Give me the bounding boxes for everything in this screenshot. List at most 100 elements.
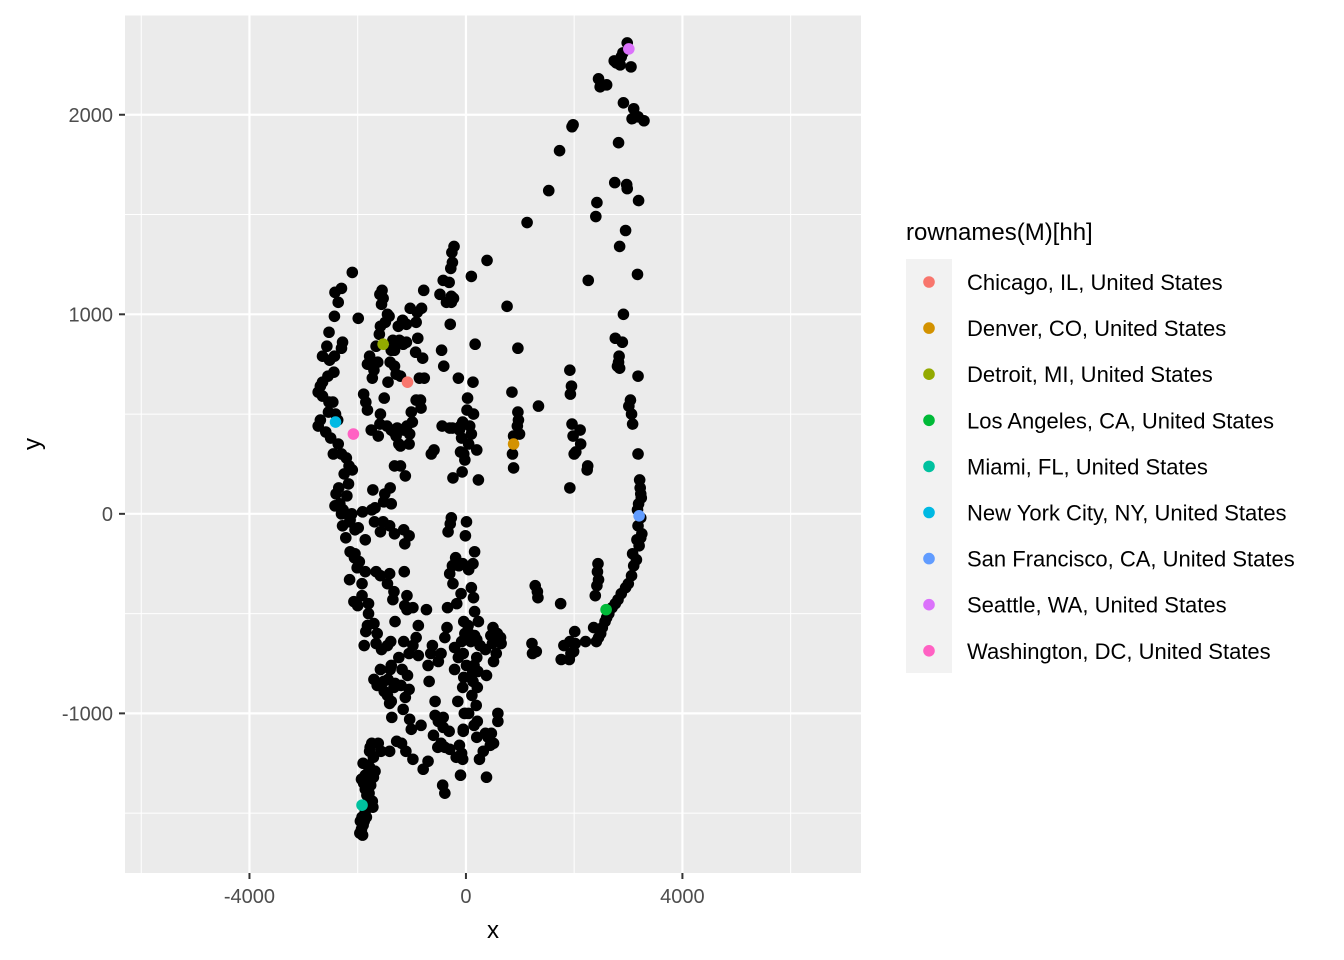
highlight-point (507, 438, 520, 450)
data-point (612, 136, 625, 149)
legend-label: Detroit, MI, United States (967, 362, 1213, 387)
highlight-point (633, 510, 645, 522)
data-point (369, 502, 381, 514)
data-point (387, 593, 399, 606)
y-axis-title: y (19, 438, 46, 450)
data-point (387, 334, 399, 347)
data-point (625, 408, 638, 420)
highlight-point (623, 43, 635, 55)
data-point (371, 627, 383, 640)
data-point (367, 751, 380, 764)
data-point (323, 326, 335, 339)
data-point (407, 601, 419, 614)
legend-label: San Francisco, CA, United States (967, 547, 1295, 572)
data-point (332, 438, 345, 450)
data-point (481, 254, 493, 267)
data-point (341, 490, 353, 502)
data-point (340, 531, 352, 544)
data-point (480, 771, 493, 784)
data-point (619, 224, 632, 237)
data-point (374, 408, 387, 420)
highlight-point (600, 603, 612, 616)
data-point (365, 424, 378, 436)
data-point (456, 753, 469, 766)
data-point (466, 689, 478, 702)
data-point (424, 647, 437, 660)
data-point (403, 428, 416, 440)
data-point (566, 418, 578, 430)
data-point (566, 120, 578, 133)
data-point (346, 266, 359, 279)
data-point (368, 516, 381, 528)
data-point (441, 621, 453, 634)
data-point (399, 470, 412, 482)
data-point (383, 310, 395, 323)
data-point (343, 573, 356, 586)
data-point (465, 581, 478, 594)
data-point (472, 615, 485, 628)
data-point (411, 332, 424, 345)
data-point (440, 296, 453, 309)
data-point (368, 617, 380, 630)
data-point (457, 671, 470, 684)
data-point (401, 589, 413, 602)
data-point (470, 699, 483, 712)
data-point (396, 663, 408, 676)
data-point (393, 651, 405, 664)
data-point (327, 396, 339, 408)
data-point (356, 829, 369, 841)
data-point (354, 815, 367, 827)
data-point (625, 61, 637, 73)
data-point (444, 318, 457, 331)
legend-key (923, 598, 935, 611)
data-point (330, 488, 342, 500)
data-point (403, 713, 416, 726)
data-point (613, 240, 626, 253)
data-point (384, 635, 397, 648)
data-point (377, 516, 389, 528)
data-point (374, 569, 387, 582)
legend-label: Denver, CO, United States (967, 316, 1226, 341)
data-point (542, 184, 555, 197)
data-point (450, 597, 463, 610)
data-point (466, 667, 479, 680)
data-point (465, 428, 478, 440)
data-point (385, 498, 398, 510)
data-point (437, 721, 450, 734)
data-point (495, 637, 507, 650)
data-point (626, 418, 639, 430)
data-point (553, 144, 566, 157)
data-point (439, 787, 451, 799)
data-point (633, 539, 645, 552)
data-point (487, 621, 499, 634)
data-point (363, 350, 376, 363)
data-point (472, 474, 485, 486)
data-point (512, 342, 524, 355)
data-points (312, 37, 650, 841)
data-point (456, 416, 469, 428)
data-point (473, 753, 486, 766)
data-point (388, 426, 400, 438)
data-point (351, 599, 364, 612)
data-point (582, 274, 595, 287)
data-point (374, 663, 387, 676)
data-point (412, 649, 425, 662)
data-point (617, 96, 630, 109)
data-point (359, 783, 372, 795)
data-point (487, 737, 500, 750)
data-point (386, 711, 398, 724)
data-point (444, 262, 457, 275)
data-point (521, 216, 533, 229)
data-point (459, 529, 472, 542)
data-point (632, 370, 644, 382)
data-point (400, 745, 412, 758)
data-point (329, 286, 341, 299)
data-point (429, 709, 441, 722)
data-point (378, 392, 391, 404)
data-point (480, 669, 493, 682)
data-point (442, 525, 454, 538)
data-point (452, 372, 465, 384)
data-point (342, 478, 355, 490)
data-point (591, 196, 603, 209)
